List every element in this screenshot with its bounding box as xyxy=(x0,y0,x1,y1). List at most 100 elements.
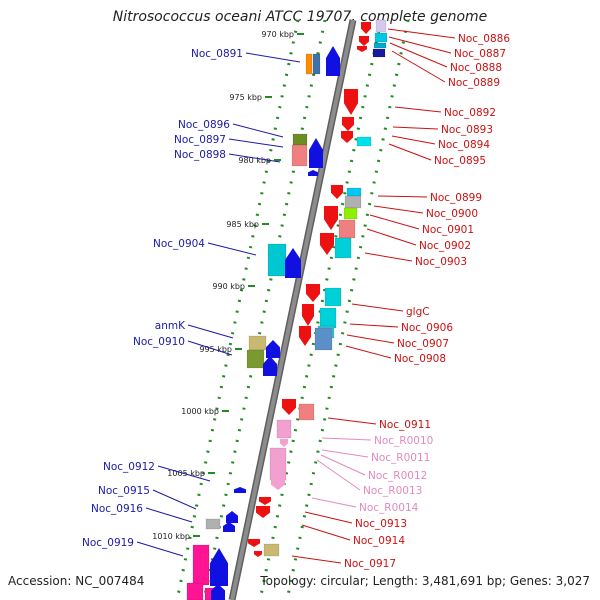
gene-label-anmk: anmK xyxy=(155,320,234,339)
minus-strand-arrow xyxy=(331,185,343,199)
plus-strand-arrow xyxy=(210,548,228,586)
minus-strand-arrow xyxy=(361,22,371,34)
leader-line xyxy=(369,214,420,230)
gene-feature xyxy=(248,335,267,351)
plus-strand-arrow xyxy=(266,340,280,358)
gene-label-text: glgC xyxy=(406,306,430,318)
gene-feature xyxy=(338,219,356,239)
gene-feature xyxy=(267,243,287,277)
leader-line xyxy=(187,340,233,356)
leader-line xyxy=(316,459,361,491)
plus-strand-arrow xyxy=(326,46,340,76)
leader-line xyxy=(364,252,413,262)
map-title: Nitrosococcus oceani ATCC 19707, complet… xyxy=(112,9,488,25)
gene-label-text: Noc_0896 xyxy=(178,119,230,131)
gene-label-text: Noc_0894 xyxy=(438,139,490,151)
gene-label-text: Noc_0915 xyxy=(98,485,150,497)
gene-feature xyxy=(298,403,315,421)
gene-label-text: Noc_0907 xyxy=(397,338,449,350)
minus-strand-arrow xyxy=(344,89,358,115)
gene-feature xyxy=(319,307,337,329)
gene-label-noc-r0010: Noc_R0010 xyxy=(321,435,433,447)
leader-line xyxy=(152,489,197,510)
gene-label-text: Noc_0901 xyxy=(422,224,474,236)
minus-strand-arrow xyxy=(259,497,271,505)
gene-feature xyxy=(344,195,362,209)
gene-label-noc-0908: Noc_0908 xyxy=(345,345,446,365)
minus-strand-arrow xyxy=(341,131,353,143)
gene-label-text: Noc_0897 xyxy=(174,134,226,146)
gene-feature xyxy=(291,144,308,167)
genome-summary-label: Topology: circular; Length: 3,481,691 bp… xyxy=(260,574,590,588)
gene-label-noc-0898: Noc_0898 xyxy=(174,149,281,163)
gene-label-text: Noc_R0012 xyxy=(368,470,427,482)
gene-label-text: Noc_0891 xyxy=(191,48,243,60)
minus-strand-arrow xyxy=(324,206,338,230)
leader-line xyxy=(320,454,366,476)
gene-label-noc-0894: Noc_0894 xyxy=(391,135,490,151)
leader-line xyxy=(232,123,284,138)
minus-strand-arrow xyxy=(282,399,296,415)
gene-label-text: Noc_0904 xyxy=(153,238,205,250)
gene-label-noc-0911: Noc_0911 xyxy=(327,417,431,431)
plus-strand-arrow xyxy=(234,487,246,493)
minus-strand-arrow xyxy=(248,539,260,547)
rna-gene-feature xyxy=(276,419,292,439)
gene-label-noc-0896: Noc_0896 xyxy=(178,119,284,138)
leader-line xyxy=(321,449,369,458)
scale-label: 975 kbp xyxy=(229,93,262,102)
gene-feature xyxy=(263,543,280,557)
tick-track-left-outer xyxy=(175,19,300,600)
gene-label-text: Noc_R0013 xyxy=(363,485,422,497)
gene-label-noc-0906: Noc_0906 xyxy=(349,322,453,334)
gene-label-noc-0888: Noc_0888 xyxy=(389,42,502,74)
gene-label-text: Noc_0912 xyxy=(103,461,155,473)
gene-label-text: Noc_0898 xyxy=(174,149,226,161)
gene-label-noc-0899: Noc_0899 xyxy=(377,192,482,204)
gene-label-noc-0910: Noc_0910 xyxy=(133,336,233,356)
leader-line xyxy=(394,106,442,113)
plus-strand-arrow xyxy=(309,138,323,168)
plus-strand-arrow xyxy=(223,522,235,532)
gene-label-text: Noc_0895 xyxy=(434,155,486,167)
gene-label-text: Noc_0899 xyxy=(430,192,482,204)
gene-feature xyxy=(346,187,362,197)
gene-label-noc-0897: Noc_0897 xyxy=(174,134,284,148)
gene-label-text: Noc_0911 xyxy=(379,419,431,431)
minus-strand-arrow xyxy=(306,284,320,302)
gene-label-text: Noc_R0010 xyxy=(374,435,433,447)
gene-feature xyxy=(374,32,388,43)
leader-line xyxy=(373,205,424,214)
minus-strand-arrow xyxy=(256,506,270,518)
plus-strand-arrow xyxy=(308,170,318,176)
gene-label-noc-0907: Noc_0907 xyxy=(346,334,449,350)
gene-label-noc-r0014: Noc_R0014 xyxy=(311,497,419,514)
gene-label-noc-0900: Noc_0900 xyxy=(373,205,478,220)
leader-line xyxy=(228,153,281,163)
leader-line xyxy=(145,507,193,523)
leader-line xyxy=(387,28,456,39)
leader-line xyxy=(157,465,211,482)
gene-label-text: Noc_0888 xyxy=(450,62,502,74)
gene-label-noc-0919: Noc_0919 xyxy=(82,537,184,557)
gene-feature xyxy=(246,349,265,369)
scale-label: 970 kbp xyxy=(261,30,294,39)
gene-label-text: Noc_0914 xyxy=(353,535,405,547)
gene-label-text: Noc_0887 xyxy=(454,48,506,60)
gene-label-text: Noc_0913 xyxy=(355,518,407,530)
gene-label-noc-0889: Noc_0889 xyxy=(391,50,500,89)
gene-label-text: Noc_0893 xyxy=(441,124,493,136)
leader-line xyxy=(388,36,452,54)
gene-label-noc-0902: Noc_0902 xyxy=(366,228,471,252)
leader-line xyxy=(301,524,351,541)
plus-strand-arrow xyxy=(226,511,238,523)
gene-label-text: Noc_0910 xyxy=(133,336,185,348)
gene-feature xyxy=(192,544,210,586)
leader-line xyxy=(291,555,342,564)
gene-feature xyxy=(324,287,342,307)
leader-line xyxy=(345,345,392,359)
gene-feature xyxy=(372,48,386,58)
leader-line xyxy=(349,323,399,328)
gene-label-noc-0903: Noc_0903 xyxy=(364,252,467,268)
